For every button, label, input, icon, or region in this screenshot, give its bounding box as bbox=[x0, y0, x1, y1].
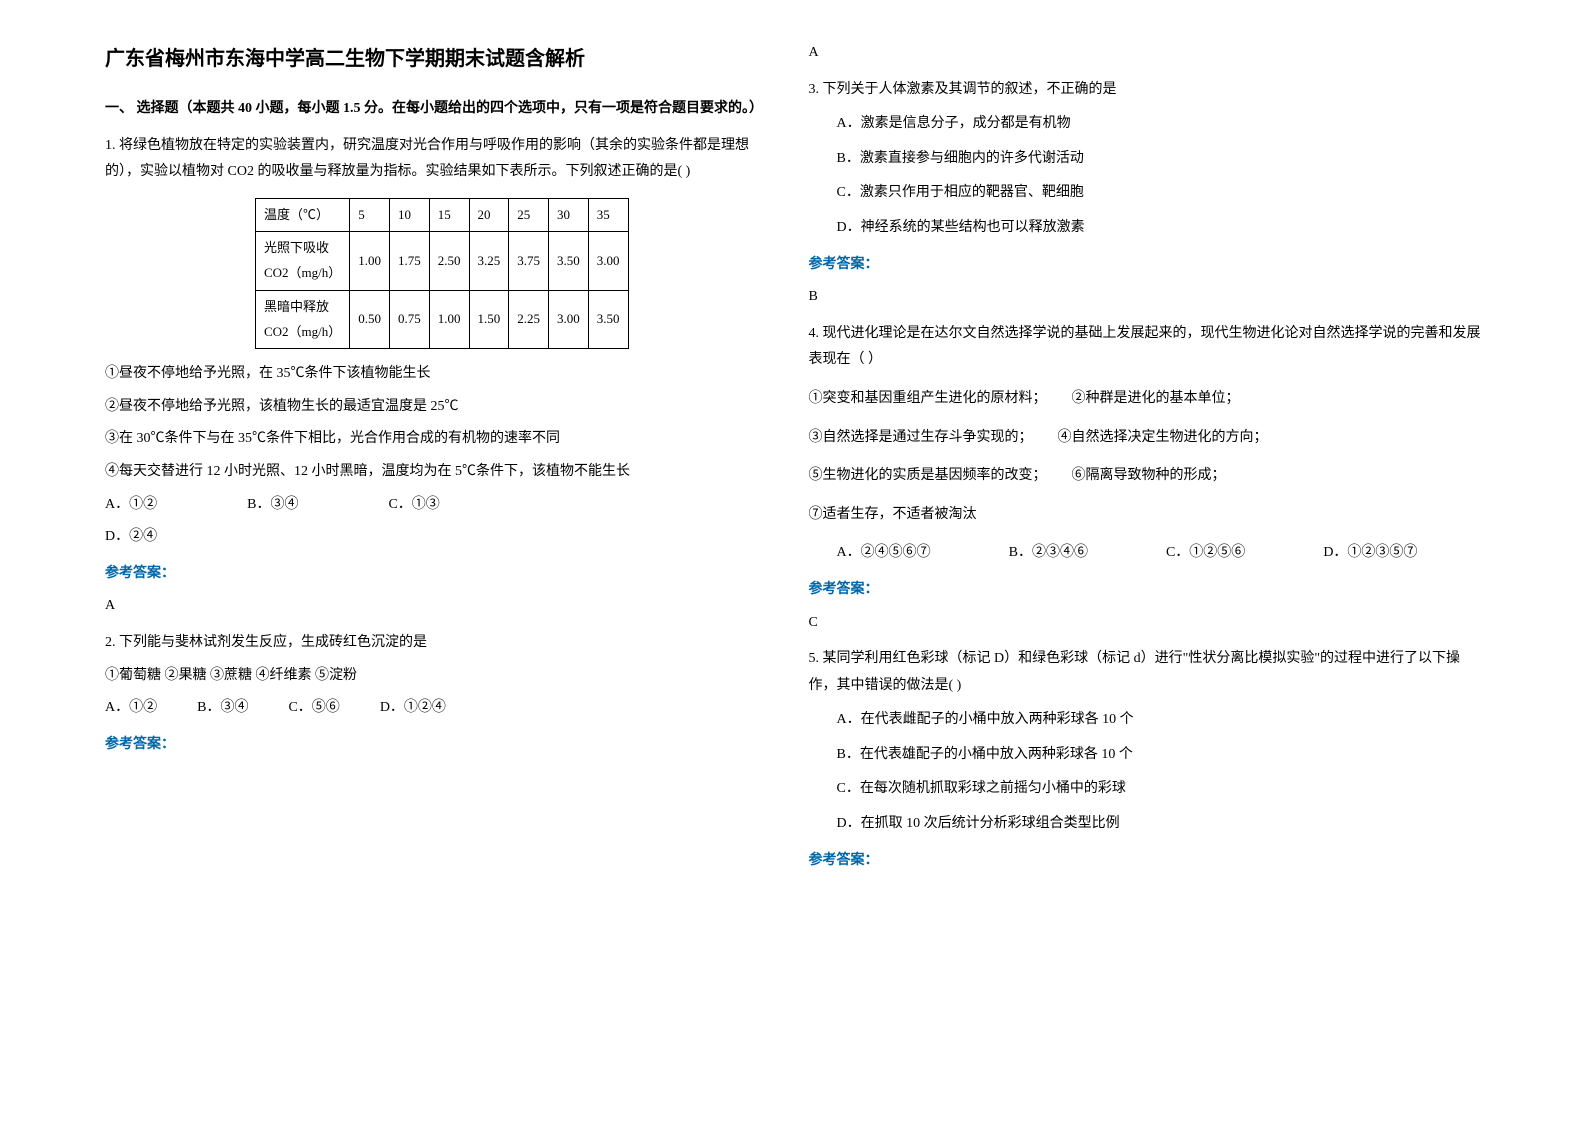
q3-opt-d: D．神经系统的某些结构也可以释放激素 bbox=[809, 215, 1483, 242]
answer-label: 参考答案： bbox=[105, 561, 779, 588]
q4-options: A．②④⑤⑥⑦ B．②③④⑥ C．①②⑤⑥ D．①②③⑤⑦ bbox=[809, 540, 1483, 567]
answer-label: 参考答案： bbox=[105, 732, 779, 759]
q1-sub1: ①昼夜不停地给予光照，在 35℃条件下该植物能生长 bbox=[105, 361, 779, 388]
q4-stmt-row2: ③自然选择是通过生存斗争实现的； ④自然选择决定生物进化的方向； bbox=[809, 425, 1483, 452]
q2-answer: A bbox=[809, 40, 1483, 67]
answer-label: 参考答案： bbox=[809, 577, 1483, 604]
q4-stmt-row1: ①突变和基因重组产生进化的原材料； ②种群是进化的基本单位； bbox=[809, 386, 1483, 413]
q1-sub3: ③在 30℃条件下与在 35℃条件下相比，光合作用合成的有机物的速率不同 bbox=[105, 426, 779, 453]
q2-text: 2. 下列能与斐林试剂发生反应，生成砖红色沉淀的是 bbox=[105, 630, 779, 657]
q4-opt-d: D．①②③⑤⑦ bbox=[1295, 540, 1417, 567]
right-column: A 3. 下列关于人体激素及其调节的叙述，不正确的是 A．激素是信息分子，成分都… bbox=[794, 40, 1498, 1082]
q5-text: 5. 某同学利用红色彩球（标记 D）和绿色彩球（标记 d）进行"性状分离比模拟实… bbox=[809, 646, 1483, 699]
question-2: 2. 下列能与斐林试剂发生反应，生成砖红色沉淀的是 ①葡萄糖 ②果糖 ③蔗糖 ④… bbox=[105, 630, 779, 758]
q2-opt-d: D．①②④ bbox=[380, 695, 446, 722]
question-5: 5. 某同学利用红色彩球（标记 D）和绿色彩球（标记 d）进行"性状分离比模拟实… bbox=[809, 646, 1483, 874]
q3-answer: B bbox=[809, 284, 1483, 311]
q3-opt-a: A．激素是信息分子，成分都是有机物 bbox=[809, 111, 1483, 138]
q1-text: 1. 将绿色植物放在特定的实验装置内，研究温度对光合作用与呼吸作用的影响（其余的… bbox=[105, 133, 779, 186]
q2-sub: ①葡萄糖 ②果糖 ③蔗糖 ④纤维素 ⑤淀粉 bbox=[105, 663, 779, 690]
q4-stmt-row3: ⑤生物进化的实质是基因频率的改变； ⑥隔离导致物种的形成； bbox=[809, 463, 1483, 490]
section-header: 一、 选择题（本题共 40 小题，每小题 1.5 分。在每小题给出的四个选项中，… bbox=[105, 96, 779, 123]
q3-opt-c: C．激素只作用于相应的靶器官、靶细胞 bbox=[809, 180, 1483, 207]
q3-opt-b: B．激素直接参与细胞内的许多代谢活动 bbox=[809, 146, 1483, 173]
q2-options: A．①② B．③④ C．⑤⑥ D．①②④ bbox=[105, 695, 779, 722]
q4-opt-a: A．②④⑤⑥⑦ bbox=[809, 540, 931, 567]
table-row: 黑暗中释放 CO2（mg/h） 0.50 0.75 1.00 1.50 2.25… bbox=[255, 290, 628, 348]
question-3: 3. 下列关于人体激素及其调节的叙述，不正确的是 A．激素是信息分子，成分都是有… bbox=[809, 77, 1483, 311]
q2-opt-c: C．⑤⑥ bbox=[288, 695, 339, 722]
q4-text: 4. 现代进化理论是在达尔文自然选择学说的基础上发展起来的，现代生物进化论对自然… bbox=[809, 321, 1483, 374]
q5-opt-c: C．在每次随机抓取彩球之前摇匀小桶中的彩球 bbox=[809, 776, 1483, 803]
q4-stmt-row4: ⑦适者生存，不适者被淘汰 bbox=[809, 502, 1483, 529]
q1-options-row1: A．①② B．③④ C．①③ bbox=[105, 492, 779, 519]
q1-opt-b: B．③④ bbox=[247, 492, 298, 519]
q1-opt-d: D．②④ bbox=[105, 524, 779, 551]
q5-opt-b: B．在代表雄配子的小桶中放入两种彩球各 10 个 bbox=[809, 742, 1483, 769]
table-row: 温度（℃） 5 10 15 20 25 30 35 bbox=[255, 198, 628, 232]
q1-sub2: ②昼夜不停地给予光照，该植物生长的最适宜温度是 25℃ bbox=[105, 394, 779, 421]
q3-text: 3. 下列关于人体激素及其调节的叙述，不正确的是 bbox=[809, 77, 1483, 104]
page-title: 广东省梅州市东海中学高二生物下学期期末试题含解析 bbox=[105, 40, 779, 78]
question-1: 1. 将绿色植物放在特定的实验装置内，研究温度对光合作用与呼吸作用的影响（其余的… bbox=[105, 133, 779, 620]
q1-answer: A bbox=[105, 593, 779, 620]
q1-opt-c: C．①③ bbox=[388, 492, 439, 519]
left-column: 广东省梅州市东海中学高二生物下学期期末试题含解析 一、 选择题（本题共 40 小… bbox=[90, 40, 794, 1082]
q1-table: 温度（℃） 5 10 15 20 25 30 35 光照下吸收 CO2（mg/h… bbox=[255, 198, 629, 349]
q1-opt-a: A．①② bbox=[105, 492, 157, 519]
q4-opt-c: C．①②⑤⑥ bbox=[1138, 540, 1245, 567]
q2-opt-b: B．③④ bbox=[197, 695, 248, 722]
answer-label: 参考答案： bbox=[809, 252, 1483, 279]
question-4: 4. 现代进化理论是在达尔文自然选择学说的基础上发展起来的，现代生物进化论对自然… bbox=[809, 321, 1483, 636]
answer-label: 参考答案： bbox=[809, 848, 1483, 875]
q4-opt-b: B．②③④⑥ bbox=[981, 540, 1088, 567]
q4-answer: C bbox=[809, 610, 1483, 637]
q5-opt-a: A．在代表雌配子的小桶中放入两种彩球各 10 个 bbox=[809, 707, 1483, 734]
table-row: 光照下吸收 CO2（mg/h） 1.00 1.75 2.50 3.25 3.75… bbox=[255, 232, 628, 290]
q2-opt-a: A．①② bbox=[105, 695, 157, 722]
q5-opt-d: D．在抓取 10 次后统计分析彩球组合类型比例 bbox=[809, 811, 1483, 838]
q1-sub4: ④每天交替进行 12 小时光照、12 小时黑暗，温度均为在 5℃条件下，该植物不… bbox=[105, 459, 779, 486]
